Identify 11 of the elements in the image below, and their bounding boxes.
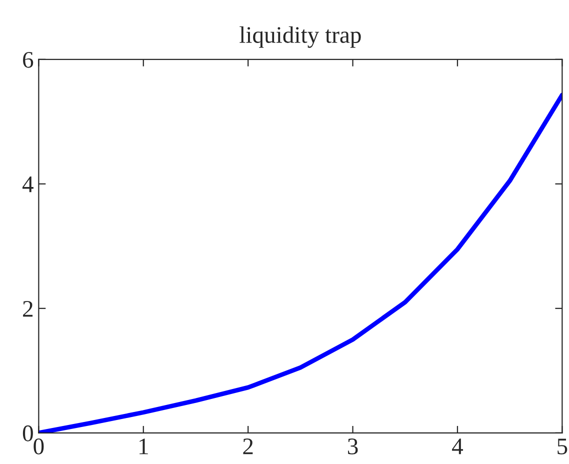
x-tick-label: 2: [243, 438, 253, 454]
y-tick-label: 4: [22, 176, 34, 192]
chart-title: liquidity trap: [240, 26, 361, 48]
x-tick-label: 0: [34, 438, 44, 454]
x-tick-label: 1: [140, 438, 148, 454]
x-tick-label: 4: [452, 438, 464, 454]
x-tick-label: 5: [558, 438, 568, 454]
y-tick-label: 6: [23, 52, 34, 68]
x-tick-label: 3: [348, 438, 358, 454]
y-tick-label: 2: [23, 300, 33, 317]
y-tick-label: 0: [22, 425, 33, 442]
